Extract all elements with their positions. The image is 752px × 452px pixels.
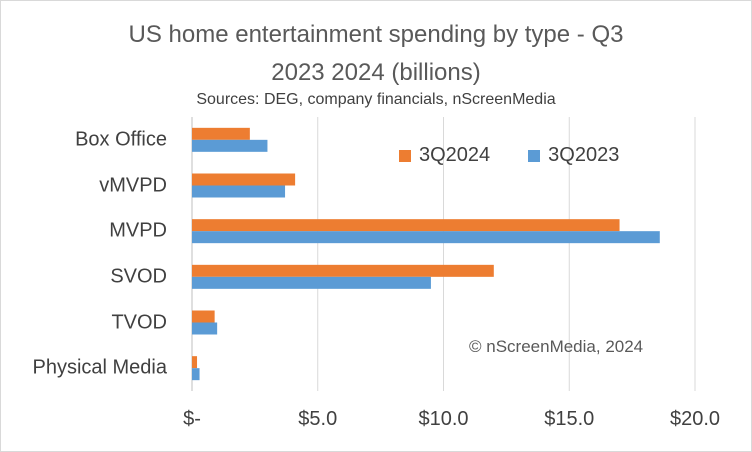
x-tick-label: $5.0 [298,408,338,430]
bar-3q2024-svod [192,264,494,277]
bar-3q2023-physical-media [192,368,200,381]
x-tick-label: $15.0 [544,408,595,430]
x-tick-label: $10.0 [418,408,469,430]
legend-label-3q2023: 3Q2023 [548,144,620,166]
legend-item-3q2023: 3Q2023 [528,144,619,167]
copyright-annotation: © nScreenMedia, 2024 [469,337,644,356]
legend-label-3q2024: 3Q2024 [419,144,491,166]
category-label: TVOD [111,311,167,333]
bar-3q2024-tvod [192,310,215,323]
category-label: vMVPD [99,174,167,196]
bar-3q2024-mvpd [192,219,620,232]
x-tick-label: $20.0 [669,408,721,430]
chart-subtitle: Sources: DEG, company financials, nScree… [196,91,556,108]
legend-swatch-3q2023 [528,149,541,162]
x-tick-label: $- [183,408,201,430]
chart-title-line-1: US home entertainment spending by type -… [128,21,624,48]
category-label: SVOD [110,265,167,288]
category-label: Box Office [75,128,167,151]
bar-3q2023-svod [192,276,431,289]
bar-3q2023-box-office [192,139,268,152]
bar-3q2023-tvod [192,322,218,335]
bar-3q2024-physical-media [192,356,198,369]
category-label: Physical Media [32,356,167,379]
legend-swatch-3q2024 [399,149,411,162]
bar-3q2024-box-office [192,127,250,140]
bar-3q2023-mvpd [192,231,660,244]
bar-3q2023-vmvpd [192,185,286,198]
chart-title-line-2: 2023 2024 (billions) [271,59,481,86]
legend: 3Q2024 3Q2023 [399,144,619,167]
legend-item-3q2024: 3Q2024 [399,144,490,167]
bar-3q2024-vmvpd [192,173,296,186]
category-label: MVPD [109,219,167,242]
